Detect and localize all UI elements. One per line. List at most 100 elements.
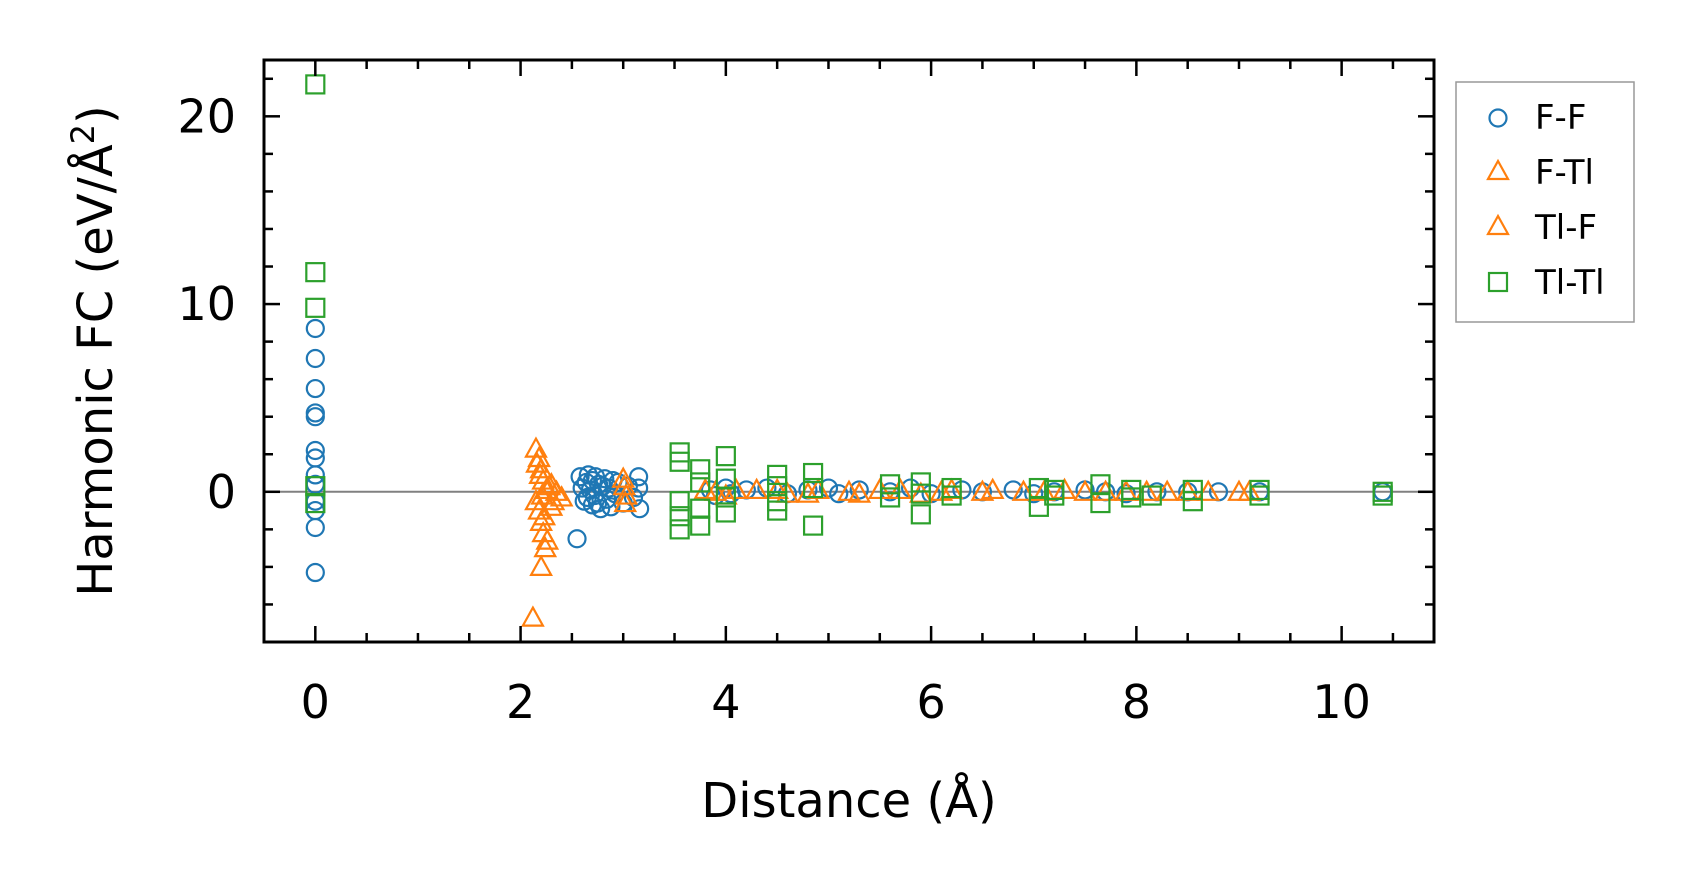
- x-tick-label: 2: [506, 675, 535, 729]
- data-point-f-f: [305, 348, 325, 369]
- data-point-f-tl: [693, 477, 718, 500]
- data-point-f-tl: [1134, 479, 1159, 501]
- data-point-tl-tl: [690, 472, 711, 493]
- data-point-f-f: [630, 499, 650, 519]
- data-point-tl-f: [535, 528, 560, 550]
- data-point-tl-tl: [941, 485, 962, 506]
- data-point-f-tl: [1011, 479, 1036, 501]
- data-point-f-tl: [1052, 477, 1077, 500]
- x-tick-label: 0: [301, 675, 330, 729]
- data-point-tl-f: [847, 481, 872, 503]
- data-point-tl-tl: [1372, 485, 1393, 506]
- legend-entry-tl-tl: Tl-Tl: [1487, 263, 1605, 303]
- y-axis-label-close: ): [68, 105, 124, 124]
- data-point-f-f: [595, 469, 615, 489]
- data-point-f-f: [305, 517, 325, 538]
- legend-entry-tl-f: Tl-F: [1486, 208, 1597, 248]
- data-point-tl-tl: [1028, 496, 1049, 517]
- legend-marker-triangle: [1486, 158, 1510, 181]
- data-point-tl-tl: [305, 492, 326, 514]
- data-point-tl-f: [765, 477, 790, 500]
- data-point-f-f: [305, 318, 325, 339]
- y-tick-labels: 0 10 20: [177, 89, 236, 518]
- series-tl-tl: [305, 74, 1393, 540]
- data-point-tl-tl: [715, 487, 736, 508]
- data-point-f-tl: [529, 554, 553, 577]
- data-point-tl-tl: [305, 297, 326, 318]
- y-tick-label: 0: [207, 465, 236, 519]
- legend-marker-circle: [1488, 108, 1508, 128]
- data-point-f-f: [305, 562, 325, 583]
- data-point-tl-f: [1237, 479, 1262, 501]
- data-point-f-tl: [611, 466, 636, 488]
- data-point-f-f: [1116, 484, 1136, 504]
- data-point-f-f: [305, 378, 325, 399]
- data-point-tl-tl: [910, 472, 931, 493]
- data-point-tl-f: [1032, 479, 1056, 501]
- data-point-f-tl: [613, 490, 638, 513]
- data-point-tl-tl: [669, 519, 690, 540]
- data-point-tl-tl: [690, 498, 711, 519]
- data-point-tl-f: [1073, 479, 1097, 501]
- data-point-f-f: [601, 497, 621, 517]
- data-point-f-tl: [524, 488, 548, 511]
- x-tick-label: 4: [711, 675, 740, 729]
- data-point-tl-f: [537, 473, 562, 496]
- legend-label: F-F: [1535, 98, 1586, 138]
- data-point-tl-f: [541, 488, 566, 511]
- y-axis-label-superscript: 2: [64, 124, 102, 144]
- data-point-f-f: [629, 467, 649, 487]
- data-point-f-f: [591, 499, 611, 519]
- data-point-f-tl: [521, 605, 545, 627]
- data-point-f-f: [305, 440, 325, 461]
- data-point-tl-tl: [802, 515, 824, 536]
- data-point-f-tl: [1093, 479, 1118, 501]
- data-point-tl-f: [1196, 479, 1221, 501]
- data-point-f-tl: [533, 535, 558, 558]
- data-point-tl-f: [612, 473, 637, 496]
- data-point-tl-f: [703, 479, 728, 501]
- x-tick-label: 8: [1122, 675, 1151, 729]
- data-point-f-f: [570, 467, 590, 487]
- x-tick-label: 6: [916, 675, 945, 729]
- data-point-tl-tl: [669, 491, 690, 512]
- data-point-tl-tl: [690, 459, 711, 480]
- data-point-tl-f: [614, 483, 639, 505]
- data-point-tl-tl: [669, 506, 690, 527]
- data-point-tl-tl: [715, 502, 736, 523]
- data-point-tl-tl: [1249, 485, 1270, 506]
- data-point-tl-f: [980, 477, 1005, 500]
- legend-label: F-Tl: [1535, 153, 1594, 193]
- data-point-tl-f: [1155, 479, 1180, 501]
- data-point-tl-f: [796, 481, 820, 503]
- legend-marker-square: [1487, 271, 1509, 293]
- data-point-tl-f: [929, 479, 954, 501]
- data-point-f-f: [305, 407, 325, 427]
- data-point-tl-f: [528, 462, 552, 485]
- x-tick-label: 10: [1312, 675, 1371, 729]
- y-tick-label: 20: [177, 89, 236, 143]
- data-point-f-f: [567, 529, 587, 549]
- plot-frame: [262, 58, 1436, 644]
- data-point-tl-f: [532, 503, 557, 526]
- legend-entry-f-f: F-F: [1488, 98, 1586, 138]
- legend-label: Tl-Tl: [1534, 263, 1605, 303]
- data-point-f-f: [1024, 484, 1044, 504]
- legend-entry-f-tl: F-Tl: [1486, 153, 1594, 193]
- data-point-tl-tl: [1182, 479, 1203, 501]
- data-point-tl-tl: [802, 477, 824, 499]
- data-point-f-f: [305, 465, 325, 485]
- legend: F-F F-Tl Tl-F Tl-Tl: [1455, 81, 1635, 323]
- data-point-f-tl: [837, 479, 861, 501]
- legend-box: [1455, 81, 1635, 323]
- data-point-tl-tl: [715, 446, 736, 467]
- x-tick-labels: 0 2 4 6 8 10: [301, 675, 1371, 729]
- data-point-tl-tl: [1044, 485, 1065, 506]
- data-point-tl-tl: [767, 500, 788, 521]
- data-point-tl-tl: [802, 462, 824, 484]
- data-point-tl-tl: [1121, 487, 1142, 508]
- data-point-tl-tl: [879, 487, 901, 508]
- data-point-tl-tl: [879, 474, 901, 495]
- data-point-f-tl: [744, 477, 769, 500]
